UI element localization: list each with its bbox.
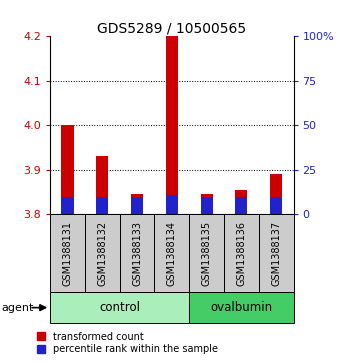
Bar (166, 36, 178, 214)
Bar (50, 292, 189, 323)
Bar (62, 125, 74, 214)
Bar (235, 190, 247, 214)
Text: GSM1388136: GSM1388136 (236, 221, 246, 286)
Bar (96, 156, 108, 214)
Bar (50, 214, 85, 292)
Text: GSM1388134: GSM1388134 (167, 221, 177, 286)
Text: ovalbumin: ovalbumin (211, 301, 272, 314)
Bar (131, 194, 143, 214)
Bar (120, 214, 154, 292)
Text: GSM1388132: GSM1388132 (97, 221, 107, 286)
Text: GSM1388135: GSM1388135 (202, 221, 212, 286)
Bar (96, 197, 108, 214)
Legend: transformed count, percentile rank within the sample: transformed count, percentile rank withi… (37, 331, 218, 355)
Bar (270, 174, 282, 214)
Title: GDS5289 / 10500565: GDS5289 / 10500565 (97, 21, 246, 35)
Text: GSM1388131: GSM1388131 (63, 221, 73, 286)
Bar (200, 194, 213, 214)
Bar (224, 214, 259, 292)
Bar (235, 197, 247, 214)
Bar (200, 197, 213, 214)
Bar (62, 197, 74, 214)
Bar (189, 292, 294, 323)
Bar (270, 197, 282, 214)
Text: GSM1388137: GSM1388137 (271, 221, 281, 286)
Bar (259, 214, 294, 292)
Bar (166, 195, 178, 214)
Text: control: control (99, 301, 140, 314)
Text: agent: agent (2, 303, 34, 313)
Bar (154, 214, 189, 292)
Text: GSM1388133: GSM1388133 (132, 221, 142, 286)
Bar (189, 214, 224, 292)
Bar (85, 214, 120, 292)
Bar (131, 197, 143, 214)
